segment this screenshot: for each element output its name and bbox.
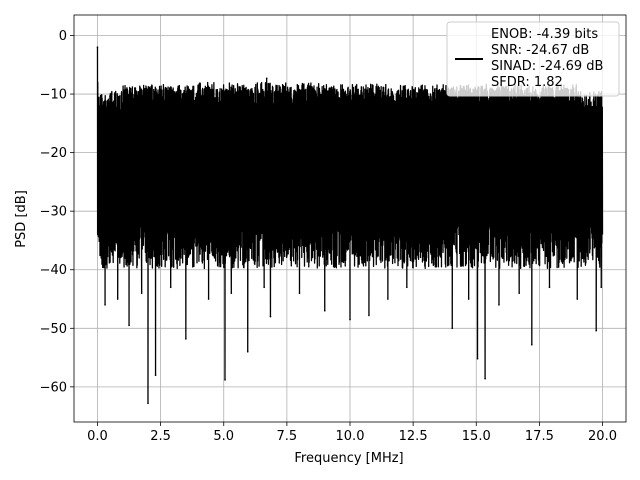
- psd-null-point: [224, 379, 226, 381]
- x-tick-label: 15.0: [462, 429, 491, 444]
- psd-null-point: [185, 338, 187, 340]
- x-axis-ticks: 0.0 2.5 5.0 7.5 10.0 12.5 15.0 17.5 20.0: [87, 422, 617, 444]
- x-tick-label: 0.0: [87, 429, 108, 444]
- psd-null-point: [600, 286, 603, 289]
- psd-null-point: [147, 402, 149, 405]
- psd-null-point: [467, 298, 470, 300]
- y-tick-label: −50: [40, 322, 67, 337]
- psd-null-point: [518, 292, 520, 294]
- y-tick-label: 0: [59, 29, 67, 44]
- psd-null-point: [576, 298, 579, 300]
- psd-null-point: [128, 324, 130, 327]
- psd-series: [96, 46, 604, 405]
- psd-null-point: [368, 314, 370, 317]
- psd-null-point: [595, 329, 598, 332]
- y-axis-label: PSD [dB]: [14, 190, 29, 248]
- legend-box: [446, 21, 620, 97]
- x-tick-label: 10.0: [336, 429, 365, 444]
- psd-null-point: [140, 292, 143, 294]
- psd-null-point: [406, 286, 408, 289]
- psd-null-point: [498, 304, 500, 306]
- psd-null-point: [230, 292, 233, 294]
- psd-dc-peak-point: [96, 46, 99, 49]
- legend-line-sfdr: SFDR: 1.82: [491, 75, 563, 90]
- psd-line: [96, 47, 604, 404]
- psd-null-point: [476, 357, 479, 360]
- psd-null-point: [116, 298, 119, 300]
- psd-null-point: [169, 286, 172, 289]
- x-tick-label: 12.5: [399, 429, 428, 444]
- x-tick-label: 17.5: [525, 429, 554, 444]
- y-tick-label: −20: [40, 146, 67, 161]
- legend-line-enob: ENOB: -4.39 bits: [491, 27, 598, 42]
- psd-null-point: [104, 304, 106, 306]
- psd-null-point: [154, 374, 157, 376]
- psd-null-point: [269, 315, 272, 318]
- psd-null-point: [387, 298, 389, 300]
- psd-null-point: [207, 298, 210, 300]
- x-tick-label: 2.5: [150, 429, 171, 444]
- psd-null-point: [323, 309, 326, 312]
- psd-null-point: [451, 327, 454, 330]
- x-tick-label: 5.0: [213, 429, 234, 444]
- y-tick-label: −10: [40, 88, 67, 103]
- y-tick-label: −40: [40, 263, 67, 278]
- y-tick-label: −30: [40, 205, 67, 220]
- y-tick-label: −60: [40, 380, 67, 395]
- psd-null-point: [548, 286, 551, 289]
- legend: ENOB: -4.39 bits SNR: -24.67 dB SINAD: -…: [446, 21, 620, 97]
- x-tick-label: 7.5: [277, 429, 298, 444]
- x-axis-label: Frequency [MHz]: [294, 451, 403, 466]
- legend-line-sinad: SINAD: -24.69 dB: [491, 59, 603, 74]
- psd-null-point: [298, 292, 301, 294]
- legend-line-snr: SNR: -24.67 dB: [491, 43, 589, 58]
- psd-null-point: [349, 318, 351, 321]
- psd-max-peak-point: [265, 77, 268, 80]
- psd-null-point: [263, 286, 265, 289]
- psd-null-point: [484, 377, 486, 380]
- x-tick-label: 20.0: [588, 429, 617, 444]
- psd-null-point: [531, 343, 533, 346]
- psd-null-point: [246, 350, 249, 353]
- y-axis-ticks: 0 −10 −20 −30 −40 −50 −60: [40, 29, 74, 395]
